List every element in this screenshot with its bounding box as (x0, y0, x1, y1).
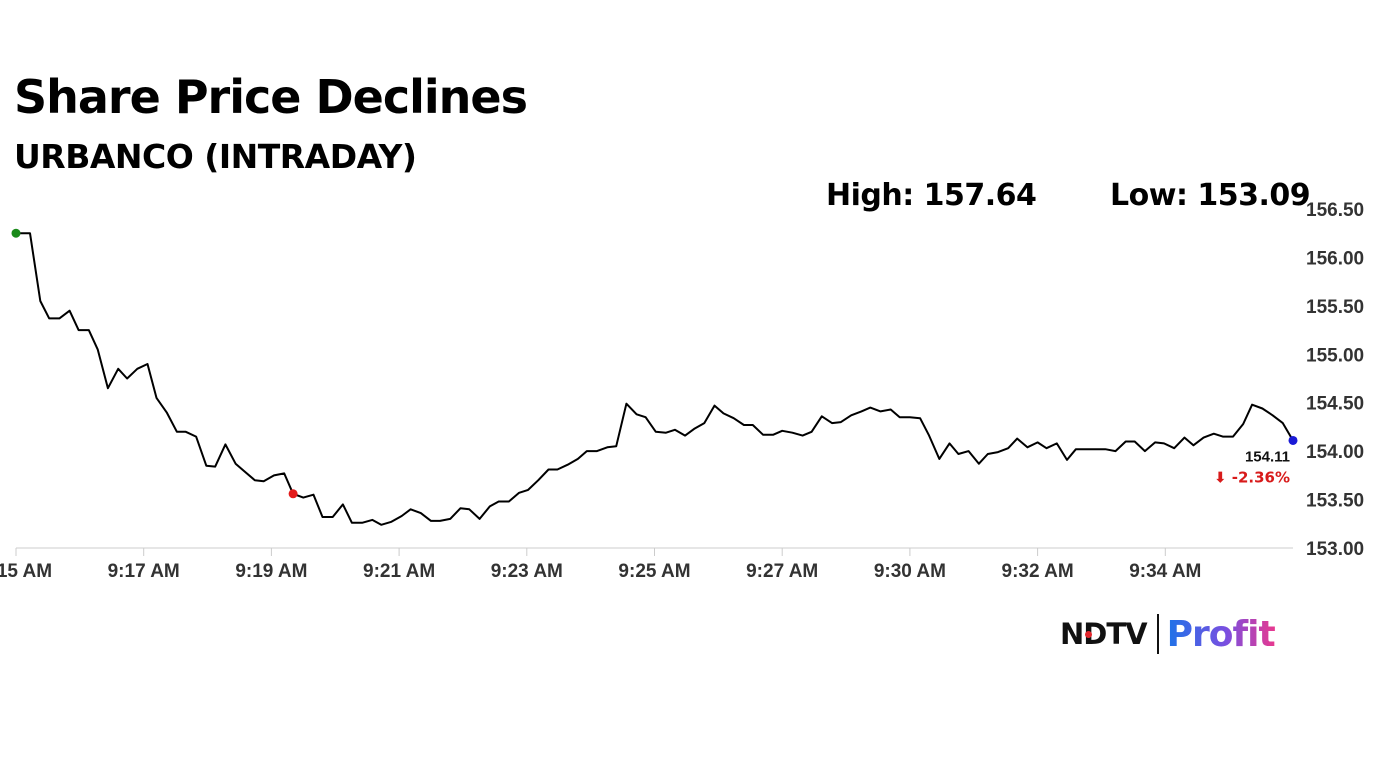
y-tick-label: 155.50 (1306, 297, 1364, 318)
y-tick-label: 156.50 (1306, 200, 1364, 221)
brand-logo: NDTV Profit (1060, 612, 1276, 656)
x-tick-label: 9:25 AM (618, 561, 690, 582)
change-percent-label: ⬇ -2.36% (1214, 468, 1290, 486)
low-value: Low: 153.09 (1110, 178, 1311, 213)
x-tick-label: 9:23 AM (491, 561, 563, 582)
y-tick-label: 155.00 (1306, 345, 1364, 366)
brand-dot (1085, 631, 1092, 638)
y-tick-label: 153.50 (1306, 491, 1364, 512)
y-tick-label: 153.00 (1306, 539, 1364, 560)
y-tick-label: 156.00 (1306, 248, 1364, 269)
brand-profit: Profit (1166, 613, 1276, 655)
brand-ndtv: NDTV (1060, 617, 1148, 651)
page-title: Share Price Declines (14, 70, 528, 124)
x-tick-label: 9:17 AM (108, 561, 180, 582)
x-tick-label: 9:27 AM (746, 561, 818, 582)
low-marker (288, 489, 298, 499)
x-tick-label: 9:21 AM (363, 561, 435, 582)
start-marker (11, 228, 21, 238)
high-value: High: 157.64 (826, 178, 1037, 213)
x-tick-label: 9:15 AM (0, 561, 52, 582)
x-tick-label: 9:30 AM (874, 561, 946, 582)
x-tick-label: 9:34 AM (1129, 561, 1201, 582)
price-line (16, 232, 1294, 526)
x-tick-label: 9:19 AM (235, 561, 307, 582)
x-tick-label: 9:32 AM (1002, 561, 1074, 582)
y-tick-label: 154.50 (1306, 394, 1364, 415)
chart-subtitle: URBANCO (INTRADAY) (14, 137, 417, 176)
brand-separator (1156, 614, 1159, 654)
end-marker (1288, 435, 1298, 445)
y-tick-label: 154.00 (1306, 442, 1364, 463)
last-value-label: 154.11 (1245, 448, 1290, 465)
